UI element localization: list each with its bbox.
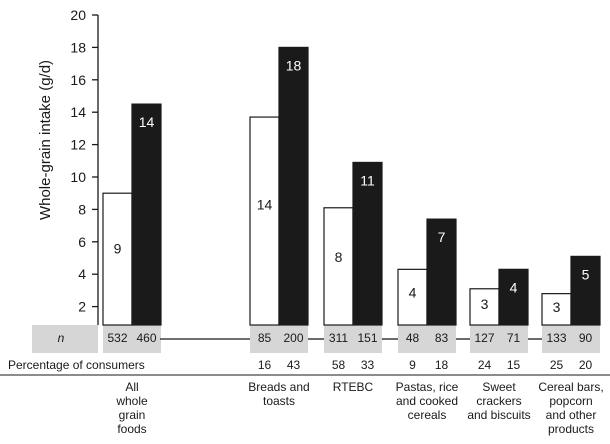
y-tick-label: 18	[70, 39, 86, 55]
category-label: foods	[117, 422, 146, 436]
bar-value-label: 11	[360, 172, 375, 188]
bar-value-label: 14	[257, 196, 273, 212]
percentage-value: 15	[507, 358, 521, 372]
n-value: 85	[258, 331, 272, 345]
n-value: 151	[357, 331, 377, 345]
y-tick-label: 16	[70, 72, 86, 88]
percentage-value: 9	[409, 358, 416, 372]
n-value: 200	[283, 331, 303, 345]
percentage-value: 33	[361, 358, 375, 372]
bar-open	[323, 207, 354, 326]
bar-filled	[352, 161, 383, 326]
n-band-cell	[250, 325, 308, 353]
n-value: 532	[107, 331, 127, 345]
bar-open	[469, 288, 500, 326]
n-band-cell	[542, 325, 600, 353]
n-band-cell	[103, 325, 161, 353]
n-band	[32, 325, 600, 353]
y-tick-label: 4	[78, 266, 86, 282]
bars: 9 14 8 4 3 3 14 18 11 7 4 5	[102, 46, 601, 326]
n-band-cell	[470, 325, 528, 353]
y-tick-label: 20	[70, 7, 86, 23]
bar-value-label: 4	[409, 285, 417, 301]
category-label: Breads and	[248, 380, 309, 394]
n-value: 90	[579, 331, 593, 345]
category-label: grain	[119, 408, 146, 422]
y-axis-label: Whole-grain intake (g/d)	[37, 60, 54, 220]
bar-value-label: 14	[139, 114, 155, 130]
n-value: 83	[435, 331, 449, 345]
n-band-cell	[398, 325, 456, 353]
percentage-value: 43	[287, 358, 301, 372]
bar-open	[541, 293, 572, 326]
percentage-value: 58	[332, 358, 346, 372]
y-tick-label: 10	[70, 169, 86, 185]
bar-filled	[426, 218, 457, 326]
bar-value-label: 7	[438, 229, 446, 245]
category-label: products	[548, 422, 594, 436]
sample-size-row: n 532 85 311 48 127 133 460 200 151 83 71 90	[58, 331, 593, 345]
bar-value-label: 3	[553, 299, 561, 315]
y-tick-label: 8	[78, 201, 86, 217]
bar-filled	[278, 46, 309, 326]
bar-value-label: 8	[335, 249, 343, 265]
bar-filled	[570, 255, 601, 326]
n-value: 71	[507, 331, 521, 345]
percentage-value: 25	[550, 358, 564, 372]
bar-open	[397, 268, 428, 326]
n-value: 460	[136, 331, 156, 345]
percentage-value: 24	[478, 358, 492, 372]
n-band-cell	[324, 325, 382, 353]
bar-value-label: 18	[286, 57, 302, 73]
category-label: and other	[546, 408, 597, 422]
y-tick-label: 12	[70, 137, 86, 153]
category-label: crackers	[476, 394, 521, 408]
bar-open	[249, 116, 280, 326]
category-label: and biscuits	[467, 408, 530, 422]
category-label: Pastas, rice	[396, 380, 459, 394]
bar-value-label: 5	[582, 266, 590, 282]
category-label: All	[125, 380, 138, 394]
bar-value-label: 4	[510, 279, 518, 295]
n-band-label-cell	[32, 325, 98, 353]
bar-open	[102, 192, 133, 326]
category-label: whole	[115, 394, 148, 408]
n-value: 311	[329, 331, 348, 345]
n-row-label: n	[58, 331, 65, 345]
y-tick-label: 6	[78, 234, 86, 250]
percentage-row-label: Percentage of consumers	[8, 358, 145, 372]
percentage-value: 18	[435, 358, 449, 372]
category-label: Sweet	[482, 380, 516, 394]
percentage-value: 20	[579, 358, 593, 372]
y-tick-label: 2	[78, 299, 86, 315]
category-label: cereals	[408, 408, 447, 422]
category-label: Cereal bars,	[538, 380, 603, 394]
bar-filled	[131, 103, 162, 326]
bar-value-label: 9	[114, 241, 122, 257]
bar-value-label: 3	[481, 296, 489, 312]
n-value: 48	[406, 331, 420, 345]
y-tick-label: 14	[70, 104, 86, 120]
n-value: 133	[546, 331, 566, 345]
y-axis-label-group: Whole-grain intake (g/d)	[37, 60, 54, 220]
category-label: RTEBC	[333, 380, 374, 394]
category-label: popcorn	[549, 394, 592, 408]
bar-filled	[498, 268, 529, 326]
percentage-value: 16	[258, 358, 272, 372]
category-label: and cooked	[396, 394, 458, 408]
percentage-row: Percentage of consumers 16 58 9 24 25 43 33 18 1…	[8, 358, 592, 372]
category-label: toasts	[263, 394, 295, 408]
n-value: 127	[474, 331, 494, 345]
